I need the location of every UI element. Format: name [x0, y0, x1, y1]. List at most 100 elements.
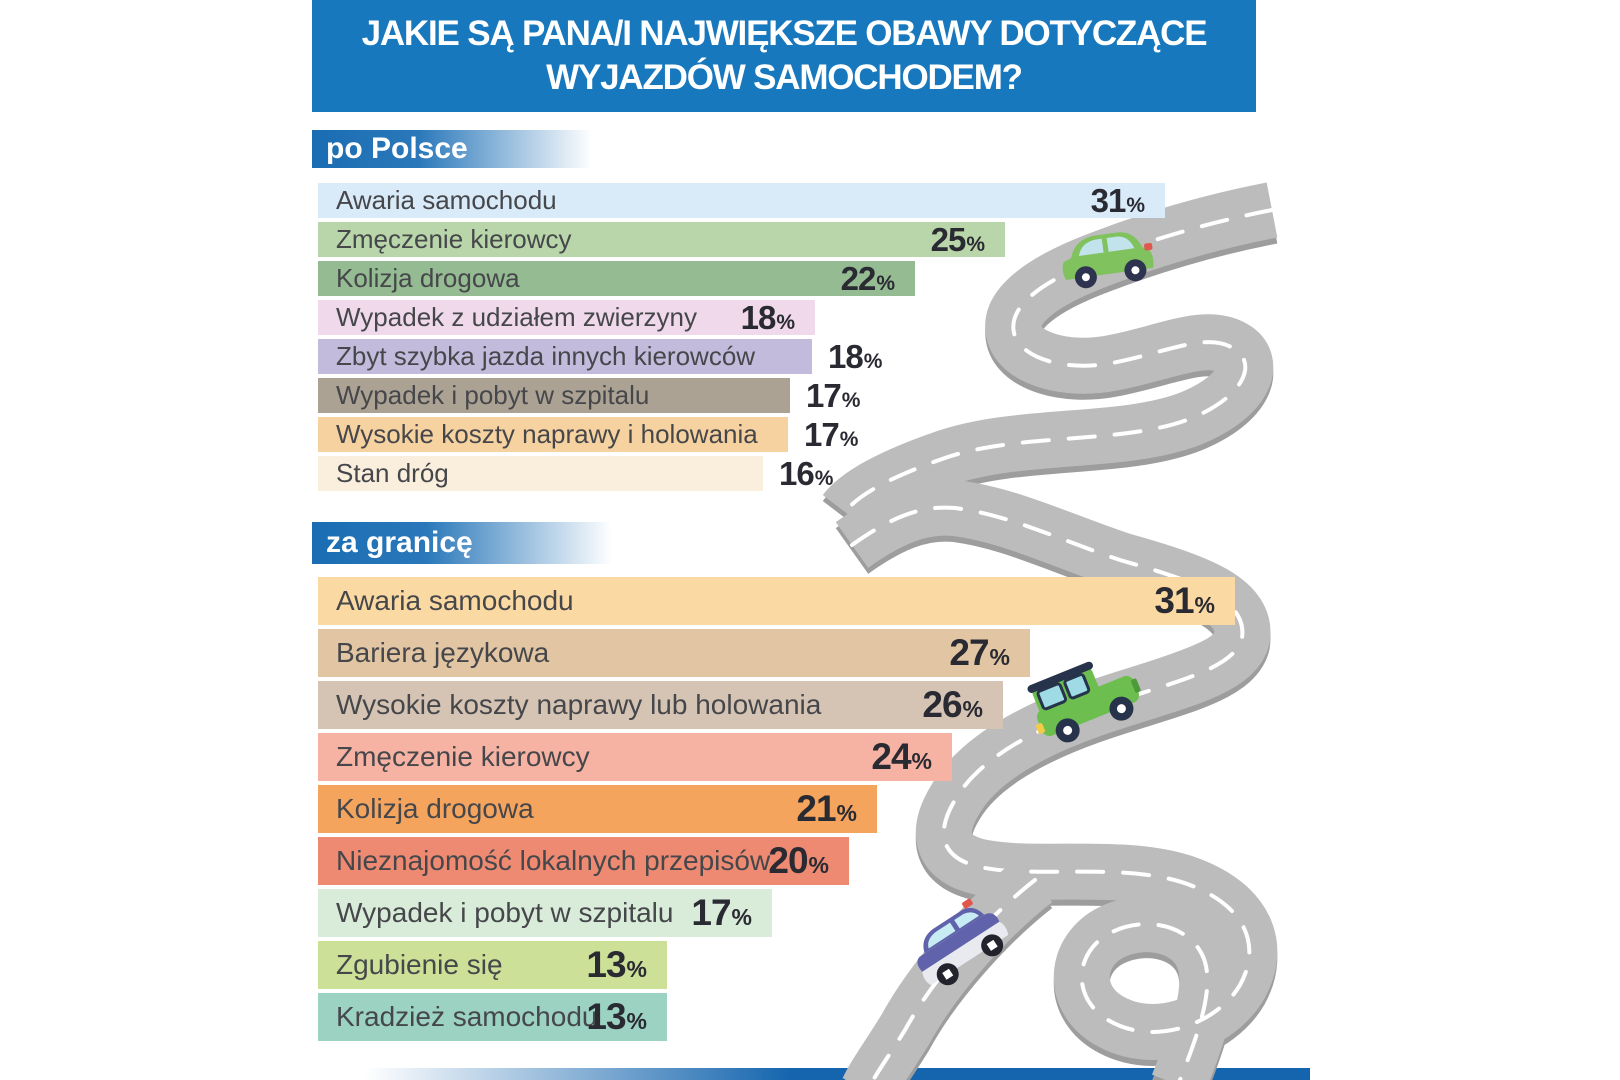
bar-value-number: 26 [922, 684, 962, 725]
bar-label: Wysokie koszty naprawy lub holowania [336, 689, 822, 720]
bar-value-unit: % [776, 310, 795, 334]
bar-value: 22% [841, 260, 895, 298]
bar-label: Awaria samochodu [336, 185, 557, 215]
bar-label: Wypadek i pobyt w szpitalu [336, 897, 674, 928]
bar-fill: Zbyt szybka jazda innych kierowców 18% [318, 338, 882, 375]
section-header-po-polsce: po Polsce [312, 130, 592, 168]
bar-value-unit: % [966, 232, 985, 256]
bar-row: Kradzież samochodu 13% [318, 993, 667, 1041]
bar-fill: Zgubienie się 13% [318, 941, 667, 989]
bar-label: Wysokie koszty naprawy i holowania [336, 419, 758, 449]
bar-label: Stan dróg [336, 458, 449, 488]
bar-value-unit: % [808, 852, 829, 878]
bar-label: Wypadek z udziałem zwierzyny [336, 302, 698, 332]
bar-value-unit: % [836, 800, 857, 826]
bar-value-number: 17 [691, 892, 731, 933]
bar-value-number: 25 [930, 220, 967, 258]
bar-row: Zbyt szybka jazda innych kierowców 18% [318, 338, 882, 375]
bar-value-unit: % [626, 1008, 647, 1034]
bar-row: Bariera językowa 27% [318, 629, 1030, 677]
bar-value: 17% [691, 892, 752, 934]
bar-value-number: 22 [840, 259, 877, 297]
bar-fill: Wypadek i pobyt w szpitalu 17% [318, 377, 860, 414]
bar-row: Wypadek z udziałem zwierzyny 18% [318, 299, 815, 337]
bar-value-number: 24 [871, 736, 911, 777]
bar-label: Kolizja drogowa [336, 263, 520, 293]
bar-value-unit: % [626, 956, 647, 982]
bar-row: Wysokie koszty naprawy lub holowania 26% [318, 681, 1003, 729]
green-car-icon [1062, 232, 1154, 289]
bar-value-unit: % [731, 904, 752, 930]
bar-fill: Kradzież samochodu 13% [318, 993, 667, 1041]
bar-fill: Zmęczenie kierowcy 24% [318, 733, 952, 781]
bar-fill: Kolizja drogowa 22% [318, 260, 915, 298]
bar-label: Kolizja drogowa [336, 793, 534, 824]
bar-value-number: 13 [586, 996, 626, 1037]
bar-label: Zbyt szybka jazda innych kierowców [336, 341, 756, 371]
section-header-za-granice: za granicę [312, 522, 612, 564]
bar-row: Wypadek i pobyt w szpitalu 17% [318, 889, 772, 937]
bar-value: 16% [779, 455, 833, 493]
bar-value-number: 18 [740, 298, 777, 336]
bar-value: 21% [796, 788, 857, 830]
bar-row: Kolizja drogowa 22% [318, 260, 915, 298]
bar-value: 18% [741, 299, 795, 337]
bar-value-unit: % [814, 466, 834, 490]
section-header-label: po Polsce [326, 132, 468, 165]
section-header-label: za granicę [326, 526, 473, 559]
chart-title: JAKIE SĄ PANA/I NAJWIĘKSZE OBAWY DOTYCZĄ… [361, 14, 1208, 97]
blue-car-icon [917, 898, 1009, 986]
bar-value-number: 27 [949, 632, 989, 673]
bar-value: 13% [586, 996, 647, 1038]
bar-row: Awaria samochodu 31% [318, 182, 1165, 220]
bar-value-number: 17 [806, 376, 842, 414]
bar-row: Kolizja drogowa 21% [318, 785, 877, 833]
bar-value: 25% [931, 221, 985, 259]
bar-value-unit: % [989, 644, 1010, 670]
bar-fill: Bariera językowa 27% [318, 629, 1030, 677]
bar-fill: Stan dróg 16% [318, 455, 833, 492]
bar-value-number: 17 [804, 415, 840, 453]
bar-row: Awaria samochodu 31% [318, 577, 1235, 625]
bar-value: 20% [768, 840, 829, 882]
green-jeep-icon [1027, 661, 1141, 743]
bar-fill: Awaria samochodu 31% [318, 577, 1235, 625]
bar-value-unit: % [841, 388, 861, 412]
bottom-accent-strip [365, 1068, 1310, 1080]
bar-fill: Wypadek z udziałem zwierzyny 18% [318, 299, 815, 337]
bar-label: Awaria samochodu [336, 585, 574, 616]
bar-row: Nieznajomość lokalnych przepisów 20% [318, 837, 849, 885]
bar-label: Bariera językowa [336, 637, 550, 668]
bar-value: 24% [871, 736, 932, 778]
bar-value: 31% [1091, 182, 1145, 220]
bar-value-unit: % [863, 349, 883, 373]
bar-value: 31% [1154, 580, 1215, 622]
bar-label: Kradzież samochodu [336, 1001, 598, 1032]
bar-row: Zmęczenie kierowcy 25% [318, 221, 1005, 259]
bar-value: 17% [804, 416, 858, 454]
bar-row: Stan dróg 16% [318, 455, 833, 492]
title-banner: JAKIE SĄ PANA/I NAJWIĘKSZE OBAWY DOTYCZĄ… [312, 0, 1256, 112]
bar-value: 17% [806, 377, 860, 415]
bar-label: Nieznajomość lokalnych przepisów [336, 845, 771, 876]
bar-label: Zmęczenie kierowcy [336, 224, 572, 254]
bar-value-unit: % [839, 427, 859, 451]
bar-value: 26% [922, 684, 983, 726]
bar-value-number: 20 [768, 840, 808, 881]
bar-row: Zgubienie się 13% [318, 941, 667, 989]
bar-value-number: 21 [796, 788, 836, 829]
bar-label: Zmęczenie kierowcy [336, 741, 590, 772]
bar-value-unit: % [911, 748, 932, 774]
bar-label: Wypadek i pobyt w szpitalu [336, 380, 650, 410]
bar-value-unit: % [876, 271, 895, 295]
bar-value-number: 18 [828, 337, 864, 375]
bar-value-number: 31 [1090, 181, 1127, 219]
bar-row: Wysokie koszty naprawy i holowania 17% [318, 416, 858, 453]
bar-fill: Kolizja drogowa 21% [318, 785, 877, 833]
bar-label: Zgubienie się [336, 949, 503, 980]
bar-row: Wypadek i pobyt w szpitalu 17% [318, 377, 860, 414]
bar-fill: Wysokie koszty naprawy lub holowania 26% [318, 681, 1003, 729]
bar-value-number: 31 [1154, 580, 1194, 621]
